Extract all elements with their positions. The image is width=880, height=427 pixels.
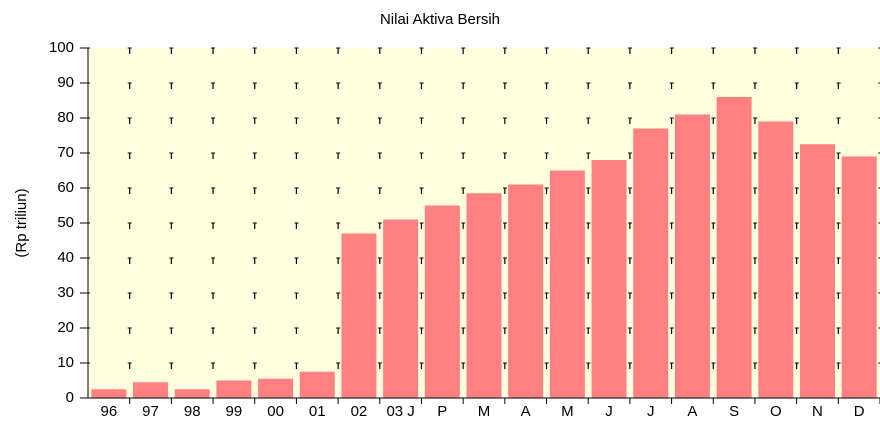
x-tick-label: 96 bbox=[100, 403, 117, 420]
bar bbox=[841, 156, 877, 398]
x-tick-label: M bbox=[561, 403, 574, 420]
y-tick-label: 70 bbox=[57, 144, 74, 161]
x-tick-label: O bbox=[770, 403, 782, 420]
chart-title: Nilai Aktiva Bersih bbox=[380, 11, 500, 28]
bar bbox=[799, 144, 835, 398]
y-tick-label: 20 bbox=[57, 319, 74, 336]
y-tick-label: 50 bbox=[57, 214, 74, 231]
x-tick-label: 03 J bbox=[386, 403, 414, 420]
x-tick-label: A bbox=[687, 403, 697, 420]
bar bbox=[633, 128, 669, 398]
y-tick-label: 10 bbox=[57, 354, 74, 371]
y-tick-label: 80 bbox=[57, 109, 74, 126]
y-tick-label: 100 bbox=[49, 39, 74, 56]
x-tick-label: 00 bbox=[267, 403, 284, 420]
x-tick-label: M bbox=[478, 403, 491, 420]
bar bbox=[758, 121, 794, 398]
y-tick-label: 40 bbox=[57, 249, 74, 266]
y-tick-label: 0 bbox=[66, 389, 74, 406]
bar bbox=[549, 170, 585, 398]
x-tick-label: A bbox=[521, 403, 531, 420]
x-tick-label: D bbox=[854, 403, 865, 420]
bar bbox=[341, 233, 377, 398]
bar bbox=[91, 389, 127, 398]
bar bbox=[591, 160, 627, 398]
y-tick-label: 90 bbox=[57, 74, 74, 91]
bar bbox=[216, 380, 252, 398]
bar bbox=[424, 205, 460, 398]
x-tick-label: 97 bbox=[142, 403, 159, 420]
y-axis-label: (Rp triliun) bbox=[13, 188, 30, 257]
x-tick-label: J bbox=[647, 403, 655, 420]
x-tick-label: 02 bbox=[351, 403, 368, 420]
bar bbox=[508, 184, 544, 398]
bar bbox=[299, 371, 335, 398]
y-tick-label: 30 bbox=[57, 284, 74, 301]
bar bbox=[674, 114, 710, 398]
bar bbox=[174, 389, 210, 398]
bar bbox=[133, 382, 169, 398]
x-tick-label: N bbox=[812, 403, 823, 420]
y-tick-label: 60 bbox=[57, 179, 74, 196]
bar bbox=[258, 378, 294, 398]
x-tick-label: 99 bbox=[226, 403, 243, 420]
bar bbox=[716, 97, 752, 398]
x-tick-label: J bbox=[605, 403, 613, 420]
x-tick-label: P bbox=[437, 403, 447, 420]
bar bbox=[466, 193, 502, 398]
x-tick-label: S bbox=[729, 403, 739, 420]
x-tick-label: 01 bbox=[309, 403, 326, 420]
x-tick-label: 98 bbox=[184, 403, 201, 420]
bar bbox=[383, 219, 419, 398]
